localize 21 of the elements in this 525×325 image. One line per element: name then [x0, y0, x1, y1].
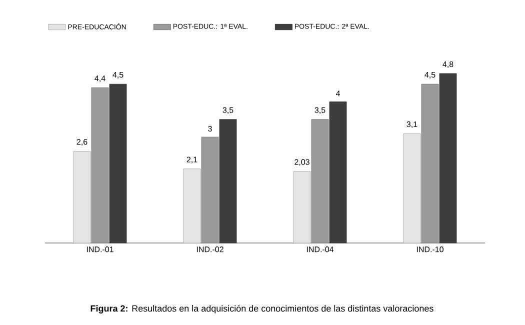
- data-label: 2,03: [294, 159, 310, 166]
- data-label: 2,1: [186, 156, 198, 164]
- data-label: 3: [208, 126, 212, 132]
- data-label: 3,5: [314, 107, 326, 114]
- data-label: 4,8: [442, 61, 454, 68]
- data-label: 2,6: [76, 139, 88, 146]
- data-label: 3,1: [406, 121, 418, 128]
- data-label: 4,5: [112, 72, 124, 79]
- text: Figura 2: Resultados en la adquisición de conocimientos de las distintas valoraciones: [90, 304, 434, 314]
- data-label: 3,5: [222, 107, 234, 114]
- data-label: 4,4: [94, 76, 106, 82]
- bar: [109, 84, 127, 244]
- data-label: 4,5: [424, 72, 436, 79]
- bar: [219, 119, 237, 244]
- data-label: 4: [336, 90, 340, 96]
- x-tick-label: IND.-10: [416, 246, 444, 252]
- bar: [329, 102, 347, 244]
- x-tick-label: IND.-01: [86, 246, 114, 252]
- x-tick-label: IND.-04: [306, 246, 334, 252]
- x-tick-label: IND.-02: [196, 246, 224, 252]
- bar: [439, 73, 457, 244]
